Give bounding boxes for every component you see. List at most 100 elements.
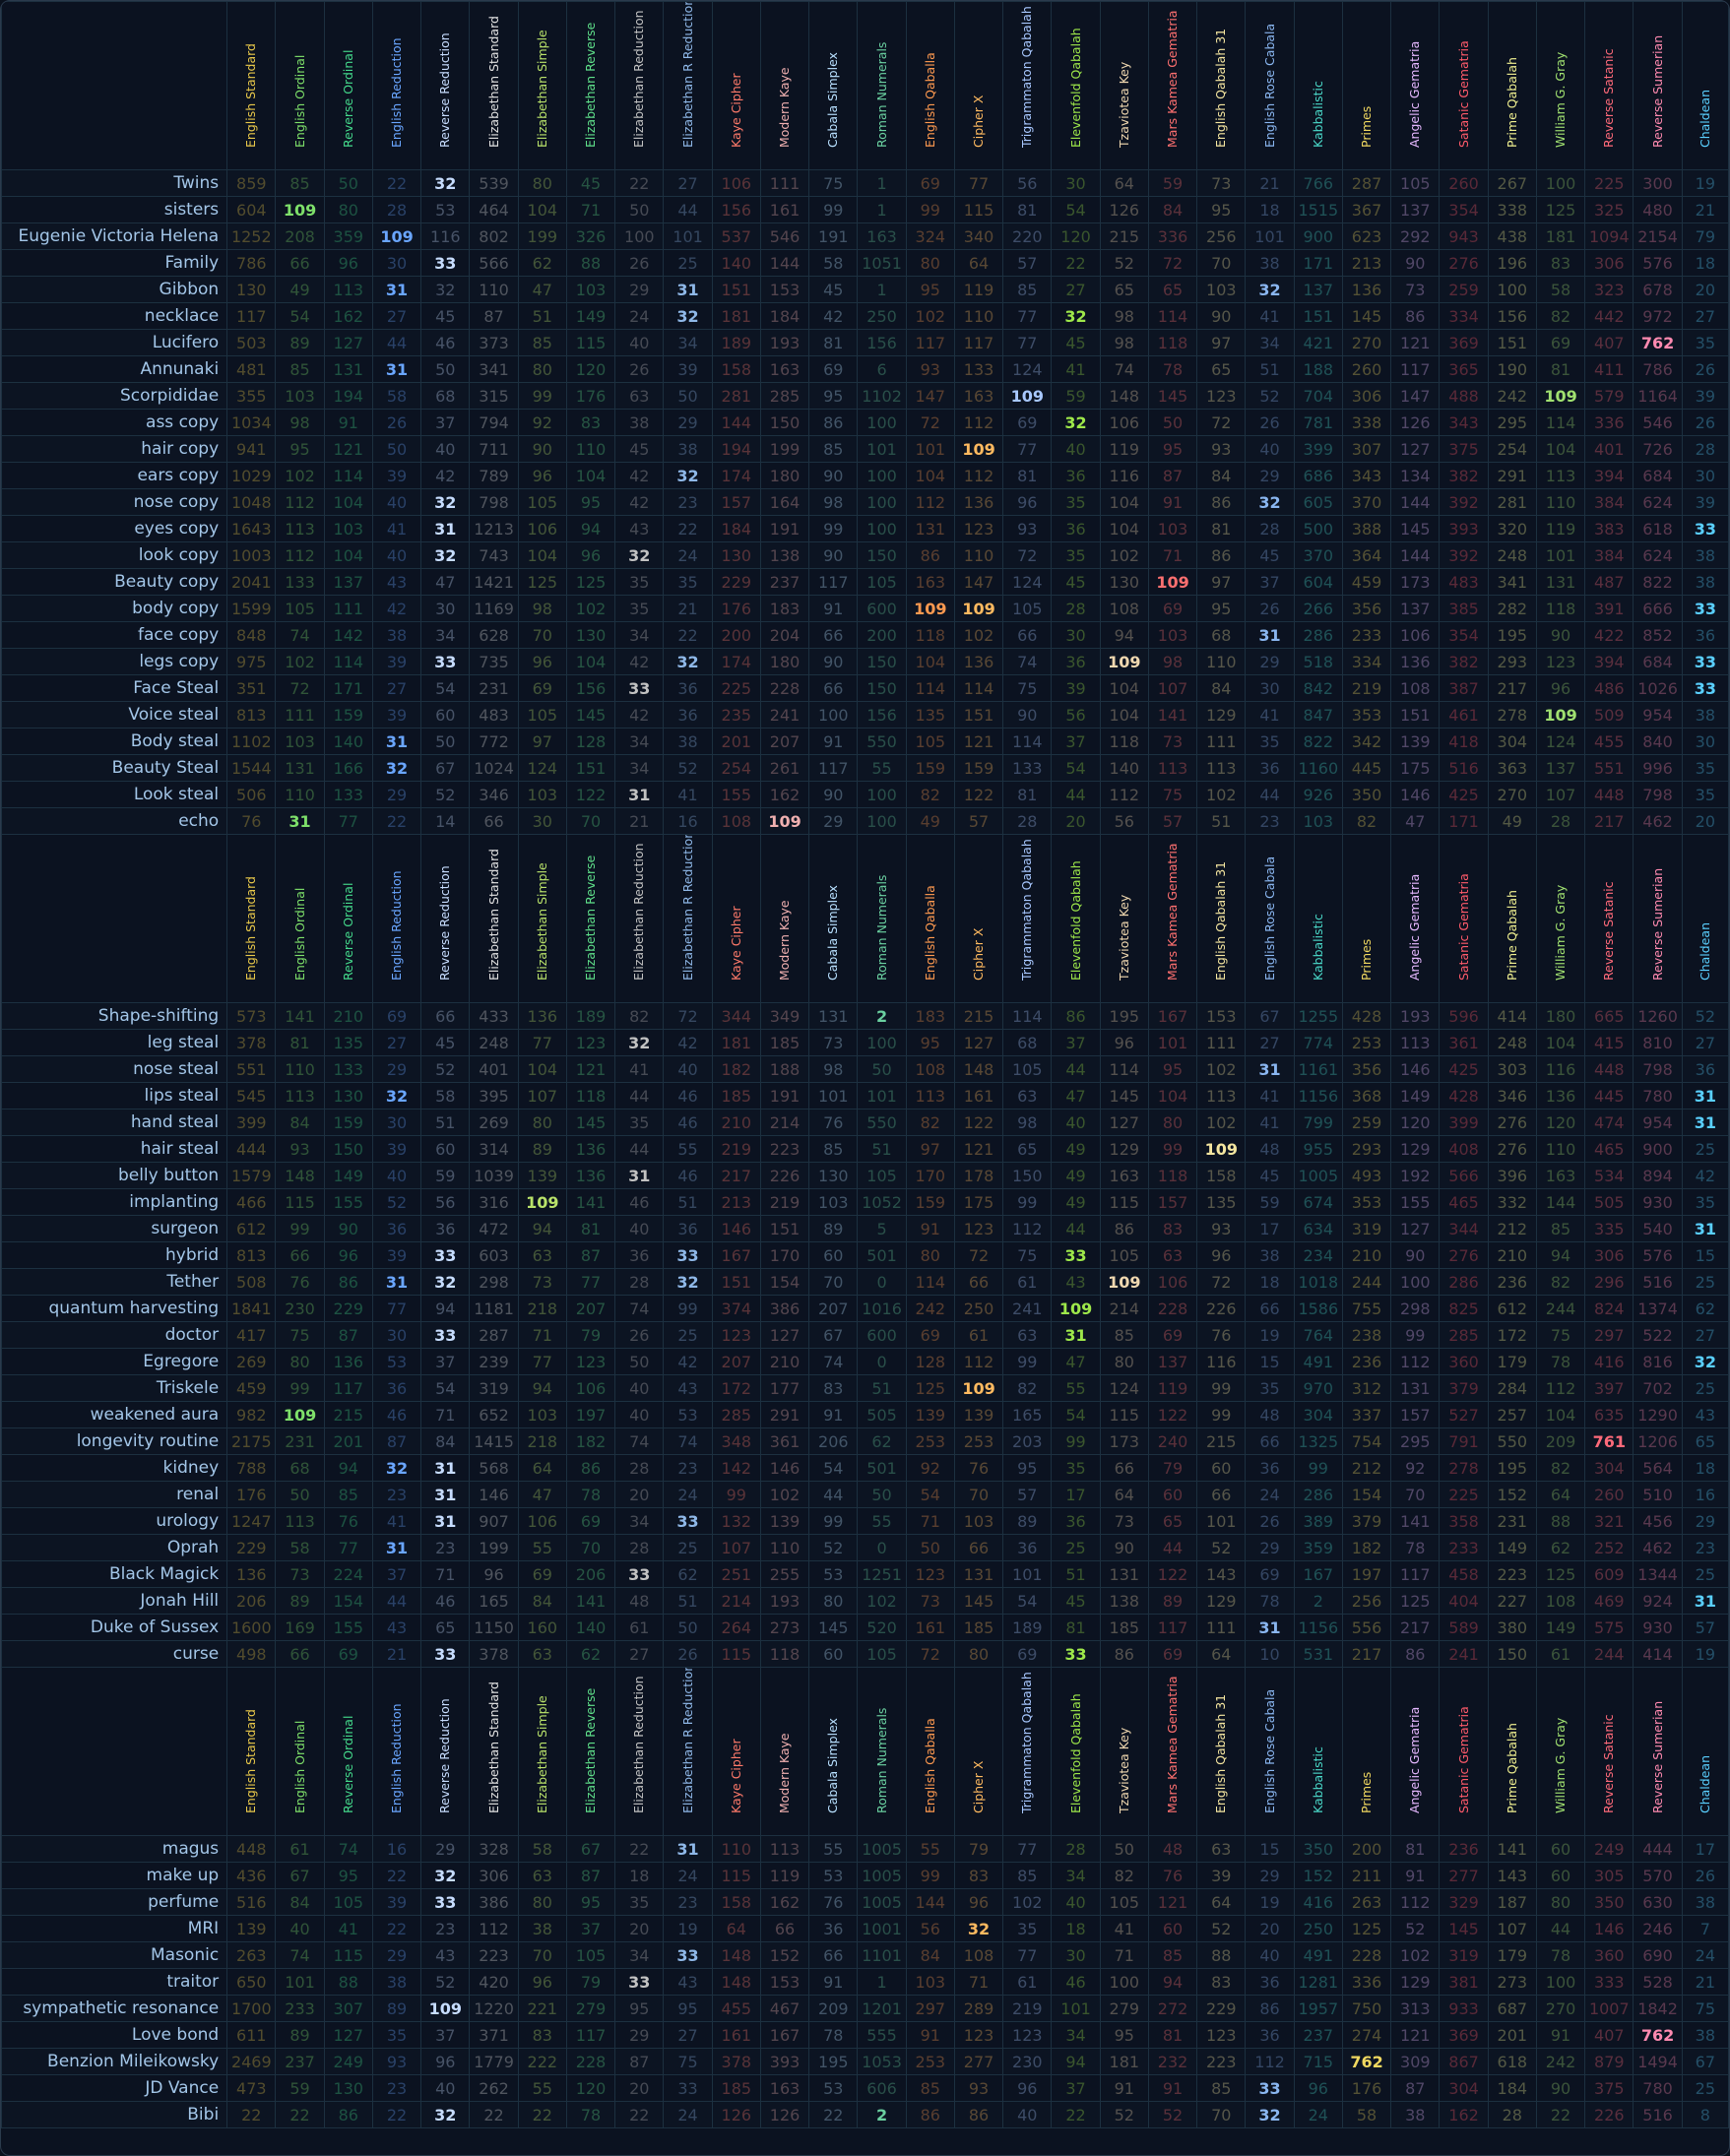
value-cell[interactable]: 103 xyxy=(517,1401,567,1428)
value-cell[interactable]: 69 xyxy=(1245,1560,1295,1588)
value-cell[interactable]: 465 xyxy=(1584,1135,1634,1163)
value-cell[interactable]: 100 xyxy=(857,1029,907,1056)
value-cell[interactable]: 24 xyxy=(614,302,665,330)
value-cell[interactable]: 248 xyxy=(469,1029,519,1056)
cipher-header-cell[interactable]: Mars Kamea Gematria xyxy=(1147,1667,1198,1836)
value-cell[interactable]: 433 xyxy=(469,1002,519,1030)
value-cell[interactable]: 300 xyxy=(1633,169,1683,197)
value-cell[interactable]: 40 xyxy=(1051,435,1101,463)
value-cell[interactable]: 82 xyxy=(1341,807,1392,835)
cipher-header-cell[interactable]: Tzaviotea Key xyxy=(1099,1,1149,170)
value-cell-match[interactable]: 109 xyxy=(517,1188,567,1216)
value-cell[interactable]: 291 xyxy=(1487,462,1537,489)
cipher-header-cell[interactable]: Elizabethan R Reduction xyxy=(663,1,713,170)
value-cell[interactable]: 298 xyxy=(469,1268,519,1296)
value-cell[interactable]: 40 xyxy=(614,1401,665,1428)
value-cell[interactable]: 133 xyxy=(953,355,1004,383)
value-cell[interactable]: 65 xyxy=(420,1614,471,1641)
value-cell[interactable]: 172 xyxy=(711,1374,761,1402)
value-cell[interactable]: 24 xyxy=(1293,2101,1343,2128)
value-cell[interactable]: 102 xyxy=(953,621,1004,649)
value-cell[interactable]: 55 xyxy=(905,1835,955,1863)
value-cell[interactable]: 105 xyxy=(1002,1055,1053,1083)
value-cell[interactable]: 133 xyxy=(275,568,325,596)
value-cell[interactable]: 25 xyxy=(1051,1534,1101,1561)
value-cell[interactable]: 786 xyxy=(226,249,277,277)
value-cell[interactable]: 193 xyxy=(1390,1002,1441,1030)
value-cell[interactable]: 316 xyxy=(469,1188,519,1216)
cipher-header-cell[interactable]: Roman Numerals xyxy=(857,1667,907,1836)
value-cell[interactable]: 176 xyxy=(226,1481,277,1508)
value-cell[interactable]: 131 xyxy=(275,754,325,782)
value-cell[interactable]: 44 xyxy=(614,1082,665,1110)
value-cell[interactable]: 214 xyxy=(711,1587,761,1615)
value-cell[interactable]: 37 xyxy=(1051,1029,1101,1056)
value-cell[interactable]: 566 xyxy=(469,249,519,277)
value-cell[interactable]: 90 xyxy=(1002,701,1053,729)
value-cell[interactable]: 1101 xyxy=(857,1941,907,1969)
value-cell[interactable]: 145 xyxy=(808,1614,859,1641)
value-cell[interactable]: 1169 xyxy=(469,595,519,622)
value-cell[interactable]: 86 xyxy=(1099,1640,1149,1668)
value-cell[interactable]: 149 xyxy=(1487,1534,1537,1561)
value-cell[interactable]: 27 xyxy=(1681,1321,1729,1349)
value-cell[interactable]: 38 xyxy=(1245,249,1295,277)
value-cell[interactable]: 228 xyxy=(759,674,810,702)
value-cell[interactable]: 162 xyxy=(323,302,373,330)
value-cell[interactable]: 996 xyxy=(1633,754,1683,782)
value-cell[interactable]: 344 xyxy=(711,1002,761,1030)
value-cell[interactable]: 26 xyxy=(614,249,665,277)
value-cell[interactable]: 735 xyxy=(469,648,519,675)
value-cell[interactable]: 59 xyxy=(1051,382,1101,410)
value-cell[interactable]: 90 xyxy=(1535,2074,1586,2102)
value-cell[interactable]: 152 xyxy=(1293,1862,1343,1889)
value-cell[interactable]: 120 xyxy=(1535,1109,1586,1136)
value-cell[interactable]: 250 xyxy=(857,302,907,330)
value-cell[interactable]: 652 xyxy=(469,1401,519,1428)
value-cell[interactable]: 324 xyxy=(905,222,955,250)
cipher-header-cell[interactable]: English Qabalah 31 xyxy=(1196,1,1247,170)
value-cell[interactable]: 104 xyxy=(1099,515,1149,542)
value-cell[interactable]: 368 xyxy=(1341,1082,1392,1110)
value-cell[interactable]: 285 xyxy=(711,1401,761,1428)
value-cell[interactable]: 167 xyxy=(1293,1560,1343,1588)
value-cell[interactable]: 465 xyxy=(1439,1188,1489,1216)
value-cell[interactable]: 975 xyxy=(226,648,277,675)
cipher-header-cell[interactable]: Elizabethan Standard xyxy=(469,1,519,170)
value-cell[interactable]: 87 xyxy=(565,1862,616,1889)
value-cell[interactable]: 161 xyxy=(759,196,810,223)
value-cell-match[interactable]: 32 xyxy=(663,648,713,675)
value-cell[interactable]: 223 xyxy=(759,1135,810,1163)
value-cell[interactable]: 341 xyxy=(469,355,519,383)
value-cell[interactable]: 44 xyxy=(1051,781,1101,808)
value-cell-match[interactable]: 31 xyxy=(420,1507,471,1535)
value-cell[interactable]: 138 xyxy=(1099,1587,1149,1615)
value-cell[interactable]: 35 xyxy=(1051,488,1101,516)
value-cell[interactable]: 156 xyxy=(565,674,616,702)
value-cell[interactable]: 509 xyxy=(1584,701,1634,729)
value-cell[interactable]: 98 xyxy=(1147,648,1198,675)
value-cell[interactable]: 86 xyxy=(1390,1640,1441,1668)
value-cell[interactable]: 53 xyxy=(371,1348,422,1375)
value-cell[interactable]: 51 xyxy=(857,1135,907,1163)
value-cell[interactable]: 71 xyxy=(420,1560,471,1588)
value-cell[interactable]: 118 xyxy=(905,621,955,649)
value-cell[interactable]: 51 xyxy=(663,1188,713,1216)
value-cell[interactable]: 23 xyxy=(420,1915,471,1942)
value-cell[interactable]: 73 xyxy=(1147,728,1198,755)
value-cell[interactable]: 189 xyxy=(1002,1614,1053,1641)
value-cell[interactable]: 50 xyxy=(663,1614,713,1641)
value-cell[interactable]: 36 xyxy=(663,674,713,702)
value-cell[interactable]: 650 xyxy=(226,1968,277,1996)
value-cell[interactable]: 110 xyxy=(759,1534,810,1561)
value-cell[interactable]: 129 xyxy=(1196,701,1247,729)
value-cell[interactable]: 166 xyxy=(323,754,373,782)
value-cell[interactable]: 421 xyxy=(1293,329,1343,356)
value-cell[interactable]: 103 xyxy=(905,1968,955,1996)
value-cell[interactable]: 287 xyxy=(1341,169,1392,197)
value-cell[interactable]: 66 xyxy=(420,1002,471,1030)
value-cell[interactable]: 1494 xyxy=(1633,2048,1683,2075)
value-cell[interactable]: 83 xyxy=(808,1374,859,1402)
value-cell[interactable]: 516 xyxy=(226,1888,277,1916)
value-cell[interactable]: 408 xyxy=(1439,1135,1489,1163)
